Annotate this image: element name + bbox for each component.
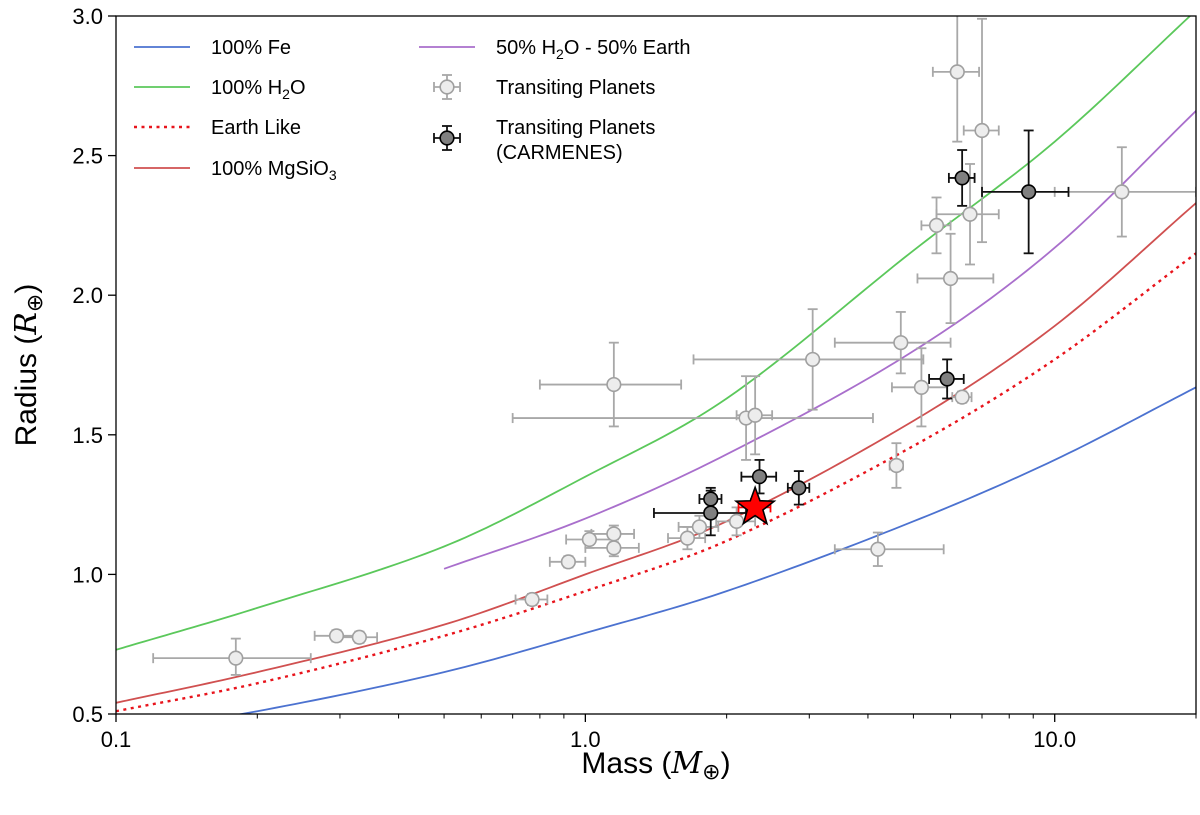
plot-frame <box>115 15 1197 715</box>
transiting-planets-point-4 <box>560 554 576 570</box>
highlight-layer <box>733 485 777 526</box>
transiting-planets-point-2 <box>351 629 367 645</box>
transiting-planets-point-11 <box>728 513 745 529</box>
x-tick-label: 0.1 <box>101 727 132 752</box>
y-tick-label: 1.5 <box>72 423 103 448</box>
curve-50-h2o-50-earth <box>443 110 1196 570</box>
transiting-planets-carmenes-point-2 <box>751 469 768 485</box>
y-axis-label: Radius (R⊕) <box>9 284 47 447</box>
legend-swatch-transiting-planets-carmenes-marker <box>439 130 455 146</box>
legend-label-100-h2o: 100% H2O <box>211 77 306 102</box>
legend-label-carmenes-line-0: Transiting Planets <box>496 117 655 139</box>
transiting-planets-carmenes-point-0 <box>703 491 719 507</box>
transiting-planets-point-17 <box>893 335 909 351</box>
legend-label-carmenes-line-1: (CARMENES) <box>496 142 623 164</box>
y-tick-label: 0.5 <box>72 702 103 727</box>
transiting-planets-point-13 <box>747 407 763 423</box>
transiting-planets-point-20 <box>942 270 959 287</box>
transiting-planets-point-9 <box>679 530 696 546</box>
legend-label-50-h2o-50-earth: 50% H2O - 50% Earth <box>496 37 691 62</box>
curve-earth-like <box>116 252 1196 713</box>
legend-label-100-fe: 100% Fe <box>211 37 291 59</box>
transiting-planets-point-3 <box>524 591 540 608</box>
transiting-planets-point-16 <box>888 457 905 474</box>
transiting-planets-point-18 <box>913 379 930 395</box>
legend-swatch-transiting-planets-marker <box>439 79 455 95</box>
transiting-planets-point-21 <box>954 389 970 405</box>
transiting-planets-point-14 <box>805 351 821 368</box>
transiting-planets-point-1 <box>328 628 345 644</box>
x-tick-label: 10.0 <box>1033 727 1076 752</box>
transiting-planets-carmenes-point-6 <box>1021 184 1037 200</box>
x-tick-label: 1.0 <box>570 727 601 752</box>
y-tick-label: 2.0 <box>72 283 103 308</box>
legend: 100% Fe 100% H2O Earth Like 100% MgSiO3 50% … <box>134 37 691 183</box>
transiting-planets-point-22 <box>962 206 978 222</box>
y-tick-label: 3.0 <box>72 4 103 29</box>
transiting-planets-point-0 <box>228 650 244 666</box>
transiting-planets-point-10 <box>691 519 708 535</box>
y-tick-label: 1.0 <box>72 562 103 587</box>
transiting-planets-point-6 <box>606 526 622 542</box>
transiting-planets-point-15 <box>870 541 886 557</box>
transiting-planets-point-25 <box>1114 184 1130 200</box>
curve-100-h2o <box>116 16 1192 651</box>
y-tick-label: 2.5 <box>72 144 103 169</box>
legend-label-earth-like: Earth Like <box>211 117 301 139</box>
transiting-planets-carmenes-point-1 <box>703 505 719 521</box>
transiting-planets-point-5 <box>581 531 597 548</box>
curve-100-mgsio3 <box>116 202 1196 704</box>
curve-100-fe <box>236 386 1196 714</box>
transiting-planets-point-8 <box>606 376 622 393</box>
transiting-planets-point-7 <box>606 540 622 556</box>
highlight-planet-star <box>733 485 777 526</box>
transiting-planets-carmenes-point-5 <box>954 170 970 186</box>
data-points <box>228 64 1130 666</box>
axis-ticks: 0.1 1.0 10.0 0.5 1.0 1.5 2.0 2.5 3.0 <box>72 4 1197 752</box>
legend-label-transiting-planets: Transiting Planets <box>496 77 655 99</box>
transiting-planets-point-23 <box>949 64 965 80</box>
legend-label-100-mgsio3: 100% MgSiO3 <box>211 158 337 183</box>
transiting-planets-carmenes-point-4 <box>939 371 955 387</box>
x-axis-label: Mass (M⊕) <box>581 746 730 784</box>
transiting-planets-carmenes-point-3 <box>791 480 807 496</box>
model-curves <box>116 16 1196 714</box>
transiting-planets-point-24 <box>974 122 990 139</box>
transiting-planets-point-19 <box>928 217 945 233</box>
